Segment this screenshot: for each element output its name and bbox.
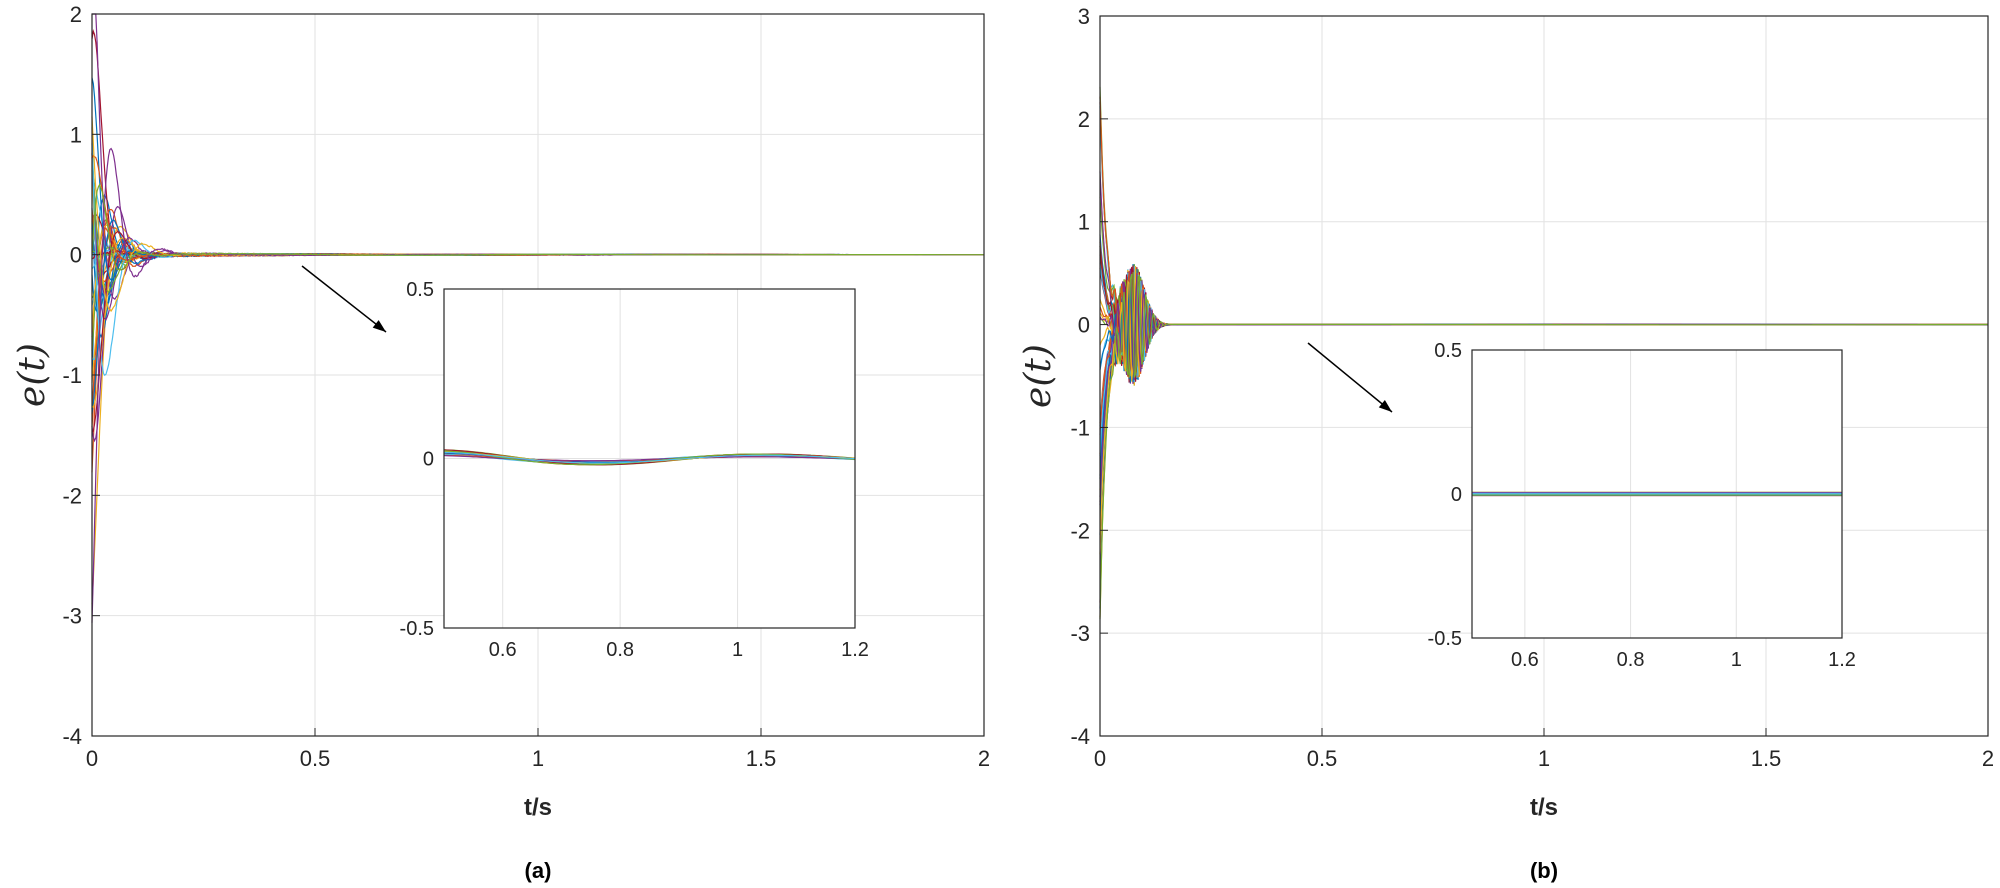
panel-caption: (b) [1530, 858, 1558, 883]
y-tick-label: 0 [1078, 313, 1090, 338]
inset-y-tick-label: -0.5 [1428, 628, 1462, 650]
y-tick-label: 0 [70, 243, 82, 268]
inset-x-tick-label: 1.2 [841, 639, 869, 661]
series-line [91, 183, 984, 271]
y-tick-label: -2 [1070, 518, 1090, 543]
inset-x-tick-label: 0.6 [489, 639, 517, 661]
y-tick-label: 1 [1078, 210, 1090, 235]
x-tick-label: 1 [532, 746, 544, 771]
inset-x-tick-label: 0.8 [606, 639, 634, 661]
x-tick-label: 2 [1982, 746, 1994, 771]
inset-y-tick-label: 0.5 [406, 279, 434, 301]
x-tick-label: 0 [1094, 746, 1106, 771]
chart-panel-b: 0 0.5 1 1.5 2 -4 -3 -2 -1 0 1 2 3 t/s e(t) (b) 0.6 0.8 1 1.… [1018, 4, 1994, 883]
x-tick-label: 2 [978, 746, 990, 771]
y-axis-label: e(t) [1018, 344, 1059, 408]
y-tick-label: -1 [1070, 415, 1090, 440]
x-axis-label: t/s [524, 794, 552, 821]
x-tick-label: 1 [1538, 746, 1550, 771]
series-lines [91, 13, 984, 623]
series-line [1099, 273, 1988, 620]
x-tick-label: 1.5 [1751, 746, 1782, 771]
y-tick-label: -4 [62, 724, 82, 749]
y-tick-label: 2 [1078, 107, 1090, 132]
zoom-arrow [1307, 342, 1393, 413]
y-tick-label: -3 [1070, 621, 1090, 646]
y-tick-label: -1 [62, 363, 82, 388]
inset-y-tick-label: -0.5 [400, 618, 434, 640]
inset-chart: 0.6 0.8 1 1.2 -0.5 0 0.5 [400, 279, 869, 661]
x-tick-label: 0.5 [1307, 746, 1338, 771]
y-tick-label: 3 [1078, 4, 1090, 29]
y-tick-label: -3 [62, 604, 82, 629]
y-tick-label: -4 [1070, 724, 1090, 749]
inset-x-tick-label: 1 [732, 639, 743, 661]
x-tick-label: 1.5 [746, 746, 777, 771]
chart-panel-a: 0 0.5 1 1.5 2 -4 -3 -2 -1 0 1 2 t/s e(t) (a) 0.6 0.8 1 1.2… [12, 2, 990, 883]
arrow-head-icon [1378, 399, 1392, 412]
y-axis-label: e(t) [12, 343, 53, 407]
x-tick-label: 0.5 [300, 746, 331, 771]
x-axis-label: t/s [1530, 794, 1558, 821]
x-tick-label: 0 [86, 746, 98, 771]
y-tick-label: 1 [70, 122, 82, 147]
inset-frame [1471, 349, 1843, 639]
series-lines [1099, 86, 1988, 620]
inset-y-tick-label: 0 [1451, 484, 1462, 506]
inset-y-tick-label: 0 [423, 449, 434, 471]
inset-x-tick-label: 1 [1731, 649, 1742, 671]
zoom-arrow [301, 265, 387, 333]
inset-series-line [443, 451, 856, 464]
y-tick-label: 2 [70, 2, 82, 27]
inset-y-tick-label: 0.5 [1434, 340, 1462, 362]
inset-chart: 0.6 0.8 1 1.2 -0.5 0 0.5 [1428, 340, 1856, 671]
panel-caption: (a) [525, 858, 552, 883]
arrow-head-icon [372, 320, 386, 332]
inset-x-tick-label: 0.8 [1617, 649, 1645, 671]
inset-frame [443, 288, 856, 629]
inset-x-tick-label: 1.2 [1828, 649, 1856, 671]
inset-x-tick-label: 0.6 [1511, 649, 1539, 671]
y-tick-label: -2 [62, 483, 82, 508]
